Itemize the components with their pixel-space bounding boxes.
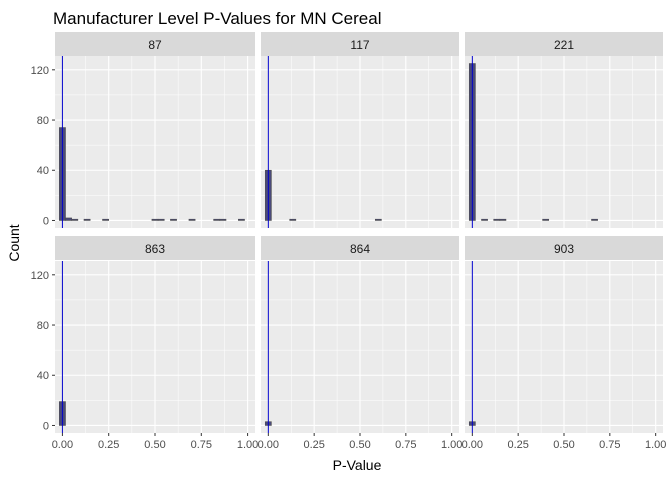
y-tick-label: 80 [37, 320, 49, 332]
histogram-bar [151, 218, 159, 221]
histogram-bar [493, 218, 501, 221]
histogram-bar [238, 218, 245, 221]
x-tick-label: 0.25 [98, 439, 119, 451]
y-tick-label: 0 [43, 420, 49, 432]
facet-panel-117: 117 [261, 32, 459, 228]
histogram-bar [499, 218, 507, 221]
histogram-bar [188, 218, 196, 221]
histogram-bar [83, 218, 91, 221]
facet-panel-221: 221 [465, 32, 663, 228]
histogram-bar [65, 217, 72, 221]
y-tick-label: 120 [31, 270, 49, 282]
facet-strip [465, 236, 663, 260]
histogram-bar [591, 218, 598, 221]
x-tick-label: 0.25 [303, 439, 324, 451]
y-tick-label: 40 [37, 370, 49, 382]
facet-panel-864: 864 0.00 0.25 0.50 0.75 1.00 [258, 236, 462, 451]
x-tick-label: 0.75 [395, 439, 416, 451]
facet-panel-903: 903 0.00 0.25 0.50 0.75 1.00 [462, 236, 666, 451]
x-tick-label: 0.00 [258, 439, 279, 451]
facet-strip [261, 32, 459, 56]
y-tick-label: 80 [37, 115, 49, 127]
histogram-bar [71, 218, 79, 221]
facet-strip [55, 32, 255, 56]
histogram-bar [542, 218, 550, 221]
x-tick-label: 0.50 [553, 439, 574, 451]
facet-strip [465, 32, 663, 56]
histogram-bar [219, 218, 227, 221]
y-tick-label: 40 [37, 165, 49, 177]
chart-title: Manufacturer Level P-Values for MN Cerea… [53, 9, 382, 28]
x-tick-label: 0.00 [52, 439, 73, 451]
facet-strip [261, 236, 459, 260]
facet-strip-label: 863 [145, 242, 165, 256]
x-tick-label: 0.75 [191, 439, 212, 451]
facet-strip [55, 236, 255, 260]
y-tick-label: 0 [43, 215, 49, 227]
histogram-bar [213, 218, 221, 221]
facet-panel-863: 863 0 40 80 120 0.00 0.25 0.50 0.75 1.00 [31, 236, 258, 451]
histogram-bar [374, 218, 382, 221]
histogram-bar [289, 218, 297, 221]
facet-panel-87: 87 0 40 80 120 [31, 32, 255, 228]
facet-strip-label: 221 [554, 38, 574, 52]
histogram-bar [481, 218, 488, 221]
x-tick-label: 1.00 [441, 439, 462, 451]
histogram-bar [102, 218, 109, 221]
facet-strip-label: 903 [554, 242, 574, 256]
y-tick-label: 120 [31, 65, 49, 77]
facet-panels: 87 0 40 80 120 117 221 863 0 40 80 120 0.00 0.25 0.50 0… [31, 32, 666, 451]
facet-strip-label: 864 [350, 242, 370, 256]
x-axis-title: P-Value [333, 457, 382, 473]
facet-strip-label: 87 [148, 38, 162, 52]
facet-strip-label: 117 [350, 38, 369, 52]
x-tick-label: 0.50 [144, 439, 165, 451]
x-tick-label: 0.75 [599, 439, 620, 451]
x-tick-label: 1.00 [237, 439, 258, 451]
y-axis-title: Count [6, 224, 22, 261]
x-tick-label: 1.00 [645, 439, 666, 451]
x-tick-label: 0.50 [349, 439, 370, 451]
histogram-bar [170, 218, 177, 221]
x-tick-label: 0.25 [507, 439, 528, 451]
histogram-bar [157, 218, 165, 221]
x-tick-label: 0.00 [462, 439, 483, 451]
